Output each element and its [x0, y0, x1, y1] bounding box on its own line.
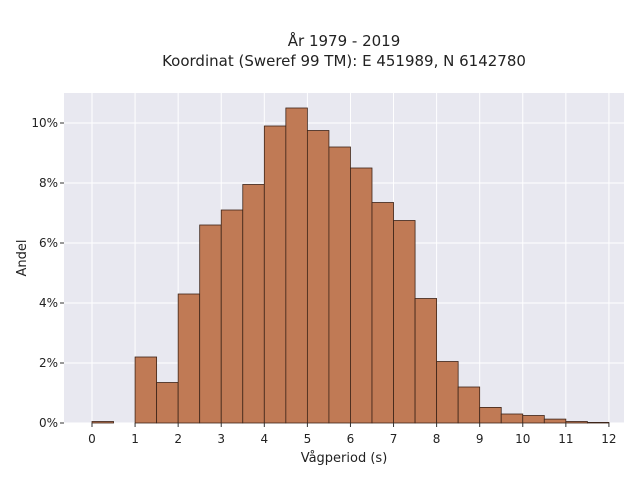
bars	[91, 107, 610, 424]
x-tick-label: 3	[217, 432, 225, 446]
histogram-bar	[134, 356, 158, 424]
histogram-bar	[350, 167, 373, 424]
histogram-bar	[242, 184, 265, 424]
x-tick-label: 7	[390, 432, 398, 446]
histogram-bar	[220, 209, 244, 424]
histogram-bar	[156, 382, 179, 424]
y-axis-ticks: 0% 2% 4% 6% 8% 10%	[31, 116, 64, 430]
x-tick-label: 1	[131, 432, 139, 446]
histogram-bar	[500, 413, 524, 424]
histogram-bar	[393, 220, 416, 424]
x-tick-label: 10	[515, 432, 530, 446]
histogram-bar	[306, 130, 330, 424]
histogram-bar	[285, 107, 308, 424]
histogram-bar	[436, 361, 459, 424]
histogram-bar	[328, 146, 351, 424]
histogram-bar	[371, 202, 394, 424]
chart-title: År 1979 - 2019	[288, 31, 401, 50]
histogram-bar	[543, 418, 567, 424]
histogram-bar	[522, 415, 545, 424]
histogram-bar	[263, 125, 287, 424]
histogram-bar	[565, 421, 588, 424]
histogram-bar	[177, 293, 201, 424]
histogram-bar	[479, 406, 502, 424]
y-tick-label: 0%	[39, 416, 58, 430]
x-tick-label: 8	[433, 432, 441, 446]
chart-subtitle: Koordinat (Sweref 99 TM): E 451989, N 61…	[162, 52, 526, 70]
x-tick-label: 9	[476, 432, 484, 446]
y-tick-label: 4%	[39, 296, 58, 310]
histogram-bar	[586, 421, 610, 424]
x-tick-label: 2	[174, 432, 182, 446]
histogram-bar	[457, 386, 481, 424]
histogram-bar	[414, 298, 438, 424]
histogram-bar	[91, 421, 114, 424]
x-tick-label: 5	[304, 432, 312, 446]
x-tick-label: 4	[260, 432, 268, 446]
y-tick-label: 10%	[31, 116, 58, 130]
x-axis-ticks: 0 1 2 3 4 5 6 7 8 9 10 11 12	[88, 423, 617, 446]
x-tick-label: 0	[88, 432, 96, 446]
histogram-bar	[199, 224, 222, 424]
y-tick-label: 2%	[39, 356, 58, 370]
y-tick-label: 8%	[39, 176, 58, 190]
y-tick-label: 6%	[39, 236, 58, 250]
x-axis-label: Vågperiod (s)	[301, 451, 388, 466]
y-axis-label: Andel	[15, 240, 30, 277]
x-tick-label: 11	[558, 432, 573, 446]
x-tick-label: 6	[347, 432, 355, 446]
x-tick-label: 12	[601, 432, 616, 446]
